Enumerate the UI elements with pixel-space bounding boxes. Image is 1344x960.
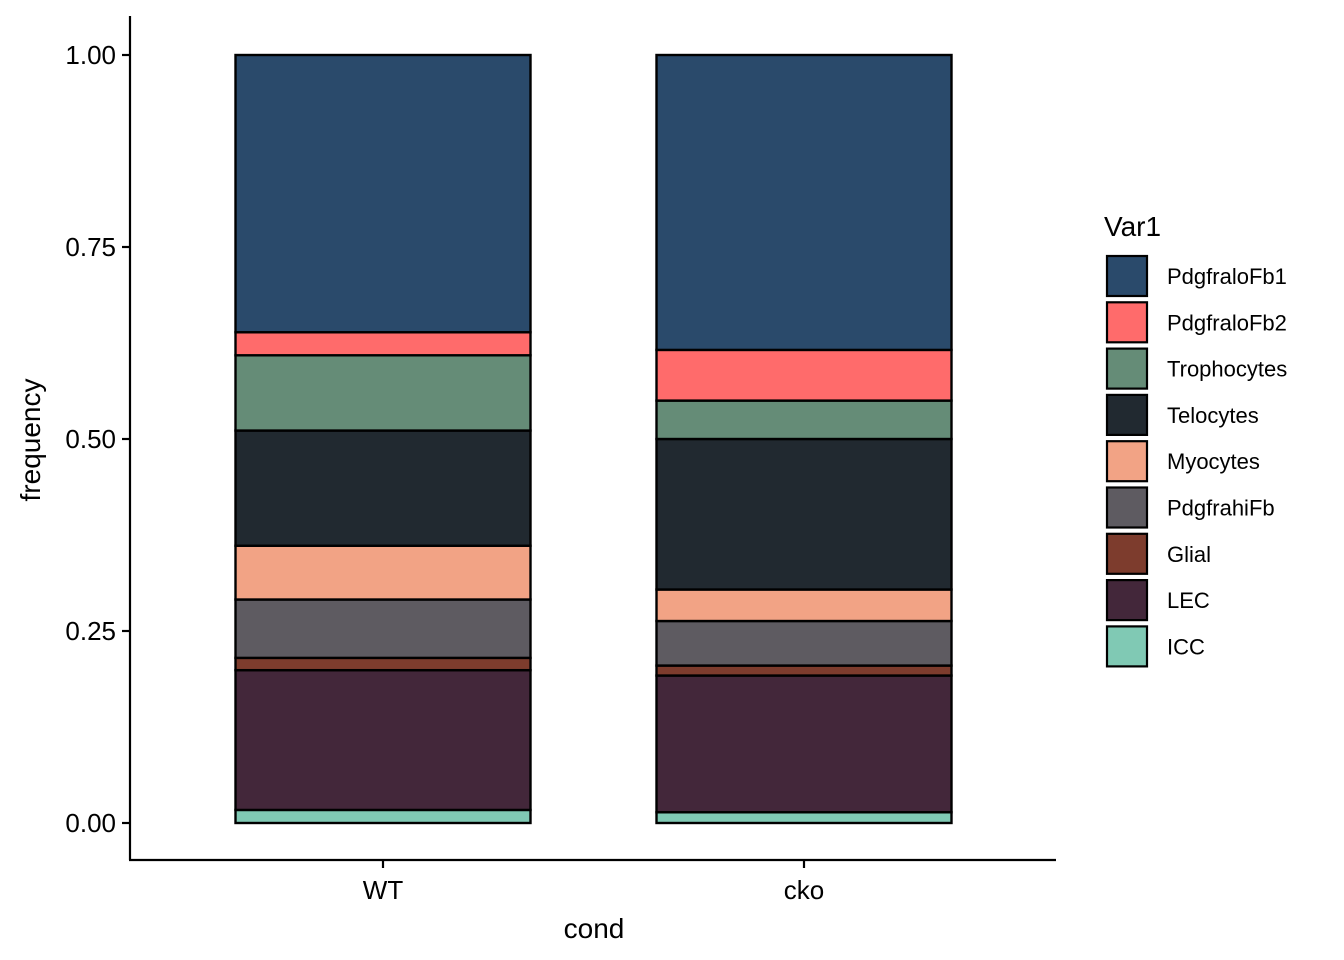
bar-segment-wt-telocytes <box>234 429 532 547</box>
legend-label: Myocytes <box>1167 449 1260 474</box>
legend-label: LEC <box>1167 588 1210 613</box>
bar-segment-cko-glial <box>655 664 953 677</box>
bar-segment-cko-trophocytes <box>655 399 953 441</box>
y-ticks-group: 0.00 0.25 0.50 0.75 1.00 <box>65 40 130 838</box>
legend-label: ICC <box>1167 634 1205 659</box>
legend-label: PdgfraloFb2 <box>1167 310 1287 335</box>
bar-segment-cko-telocytes <box>655 437 953 591</box>
legend-title: Var1 <box>1104 211 1161 242</box>
legend-label: PdgfraloFb1 <box>1167 264 1287 289</box>
legend-label: PdgfrahiFb <box>1167 496 1275 521</box>
legend-label: Telocytes <box>1167 403 1259 428</box>
legend-key-myocytes <box>1105 440 1149 483</box>
bar-segment-cko-lec <box>655 674 953 814</box>
y-tick-label: 0.75 <box>65 232 116 262</box>
x-ticks-group: WT cko <box>363 860 824 905</box>
legend-key-lec <box>1105 578 1149 622</box>
x-axis-title: cond <box>564 913 625 944</box>
y-tick-label: 1.00 <box>65 40 116 70</box>
bar-segment-wt-icc <box>234 808 532 825</box>
bar-segment-wt-pdgfrahifb <box>234 598 532 660</box>
bar-segment-wt-pdgfralofb1 <box>234 53 532 334</box>
bar-segment-cko-pdgfralofb1 <box>655 53 953 352</box>
bar-segment-cko-myocytes <box>655 588 953 623</box>
legend-label: Trophocytes <box>1167 357 1287 382</box>
x-tick-label: WT <box>363 875 404 905</box>
bar-segment-wt-glial <box>234 656 532 672</box>
legend-key-pdgfralofb1 <box>1105 254 1149 298</box>
y-tick-label: 0.25 <box>65 616 116 646</box>
bar-segment-wt-lec <box>234 668 532 812</box>
legend-key-icc <box>1105 625 1149 668</box>
x-tick-label: cko <box>784 875 824 905</box>
bar-segment-wt-trophocytes <box>234 354 532 432</box>
legend-key-pdgfrahifb <box>1105 486 1149 529</box>
bars-group <box>234 53 953 825</box>
bar-segment-wt-myocytes <box>234 544 532 601</box>
legend-label: Glial <box>1167 542 1211 567</box>
legend-key-telocytes <box>1105 393 1149 436</box>
y-axis-title: frequency <box>15 379 46 502</box>
bar-segment-wt-pdgfralofb2 <box>234 331 532 357</box>
legend-key-glial <box>1105 532 1149 575</box>
bar-segment-cko-pdgfralofb2 <box>655 348 953 402</box>
bar-segment-cko-icc <box>655 811 953 825</box>
y-tick-label: 0.50 <box>65 424 116 454</box>
y-tick-label: 0.00 <box>65 808 116 838</box>
legend-key-trophocytes <box>1105 347 1149 390</box>
legend-key-pdgfralofb2 <box>1105 301 1149 344</box>
bar-segment-cko-pdgfrahifb <box>655 619 953 667</box>
legend: Var1 PdgfraloFb1 PdgfraloFb2 Trophocytes Te… <box>1104 211 1287 668</box>
